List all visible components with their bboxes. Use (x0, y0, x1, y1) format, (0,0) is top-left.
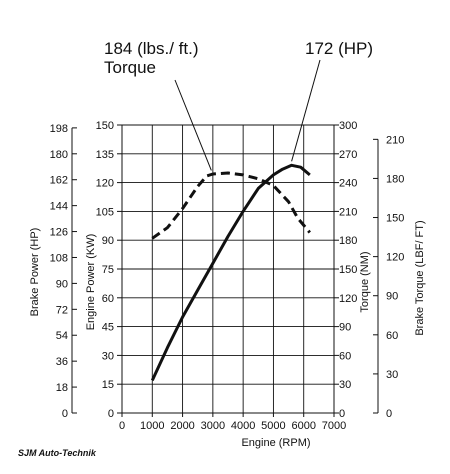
brake-torque-tick-label: 150 (386, 213, 404, 225)
engine-power-tick-label: 75 (102, 264, 114, 276)
x-tick-label: 4000 (231, 420, 255, 432)
torque-nm-tick-label: 180 (339, 235, 357, 247)
brake-power-tick-label: 90 (56, 278, 68, 290)
engine-power-tick-label: 45 (102, 322, 114, 334)
brake-torque-tick-label: 0 (386, 408, 392, 420)
brake-power-tick-label: 18 (56, 382, 68, 394)
brake-torque-tick-label: 90 (386, 291, 398, 303)
brake-power-tick-label: 198 (50, 123, 68, 135)
engine-power-tick-label: 0 (108, 408, 114, 420)
brake-power-tick-label: 108 (50, 252, 68, 264)
engine-power-tick-label: 135 (96, 149, 114, 161)
brake-power-tick-label: 162 (50, 175, 68, 187)
power-callout-leader (291, 59, 321, 162)
torque-callout-value: 184 (lbs./ ft.) (104, 39, 198, 58)
engine-power-tick-label: 30 (102, 350, 114, 362)
brake-power-tick-label: 180 (50, 149, 68, 161)
brake-torque-axis-title: Brake Torque (LBF/ FT) (414, 220, 426, 335)
torque-callout-label: Torque (104, 58, 156, 77)
brake-torque-tick-label: 180 (386, 173, 404, 185)
engine-power-axis-title: Engine Power (KW) (85, 234, 97, 331)
x-axis-title: Engine (RPM) (241, 437, 310, 449)
engine-power-tick-label: 90 (102, 235, 114, 247)
credit-text: SJM Auto-Technik (18, 448, 97, 458)
torque-nm-tick-label: 150 (339, 264, 357, 276)
series (150, 163, 311, 382)
torque-nm-tick-label: 120 (339, 293, 357, 305)
grid (121, 124, 335, 414)
torque-callout-leader (174, 79, 212, 171)
x-tick-label: 3000 (201, 420, 225, 432)
brake-power-tick-label: 144 (50, 201, 68, 213)
torque-nm-tick-label: 0 (339, 408, 345, 420)
torque-nm-tick-label: 30 (339, 379, 351, 391)
engine-power-tick-label: 15 (102, 379, 114, 391)
engine-power-tick-label: 105 (96, 206, 114, 218)
brake-torque-tick-label: 30 (386, 369, 398, 381)
brake-power-tick-label: 126 (50, 227, 68, 239)
brake-torque-tick-label: 210 (386, 134, 404, 146)
x-tick-label: 6000 (291, 420, 315, 432)
brake-power-tick-label: 72 (56, 304, 68, 316)
brake-power-axis-title: Brake Power (HP) (29, 228, 41, 317)
x-tick-label: 5000 (261, 420, 285, 432)
brake-power-tick-label: 54 (56, 330, 68, 342)
torque-nm-tick-label: 300 (339, 120, 357, 132)
x-tick-label: 1000 (140, 420, 164, 432)
axes: 0 1000 2000 3000 4000 5000 6000 700001530456075… (50, 120, 405, 432)
engine-power-tick-label: 150 (96, 120, 114, 132)
torque-nm-tick-label: 210 (339, 206, 357, 218)
x-tick-label: 2000 (170, 420, 194, 432)
torque-nm-tick-label: 90 (339, 322, 351, 334)
torque-nm-tick-label: 270 (339, 149, 357, 161)
brake-torque-tick-label: 60 (386, 330, 398, 342)
torque-nm-tick-label: 60 (339, 350, 351, 362)
torque-curve (151, 171, 311, 240)
annotations (174, 59, 321, 171)
engine-power-tick-label: 120 (96, 178, 114, 190)
x-tick-label: 7000 (322, 420, 346, 432)
x-tick-label: 0 (119, 420, 125, 432)
torque-nm-tick-label: 240 (339, 178, 357, 190)
engine-power-tick-label: 60 (102, 293, 114, 305)
brake-power-tick-label: 36 (56, 356, 68, 368)
brake-torque-tick-label: 120 (386, 252, 404, 264)
torque-nm-axis-title: Torque (NM) (359, 251, 371, 312)
brake-power-tick-label: 0 (62, 408, 68, 420)
power-curve (150, 163, 311, 382)
power-callout-value: 172 (HP) (305, 39, 373, 58)
